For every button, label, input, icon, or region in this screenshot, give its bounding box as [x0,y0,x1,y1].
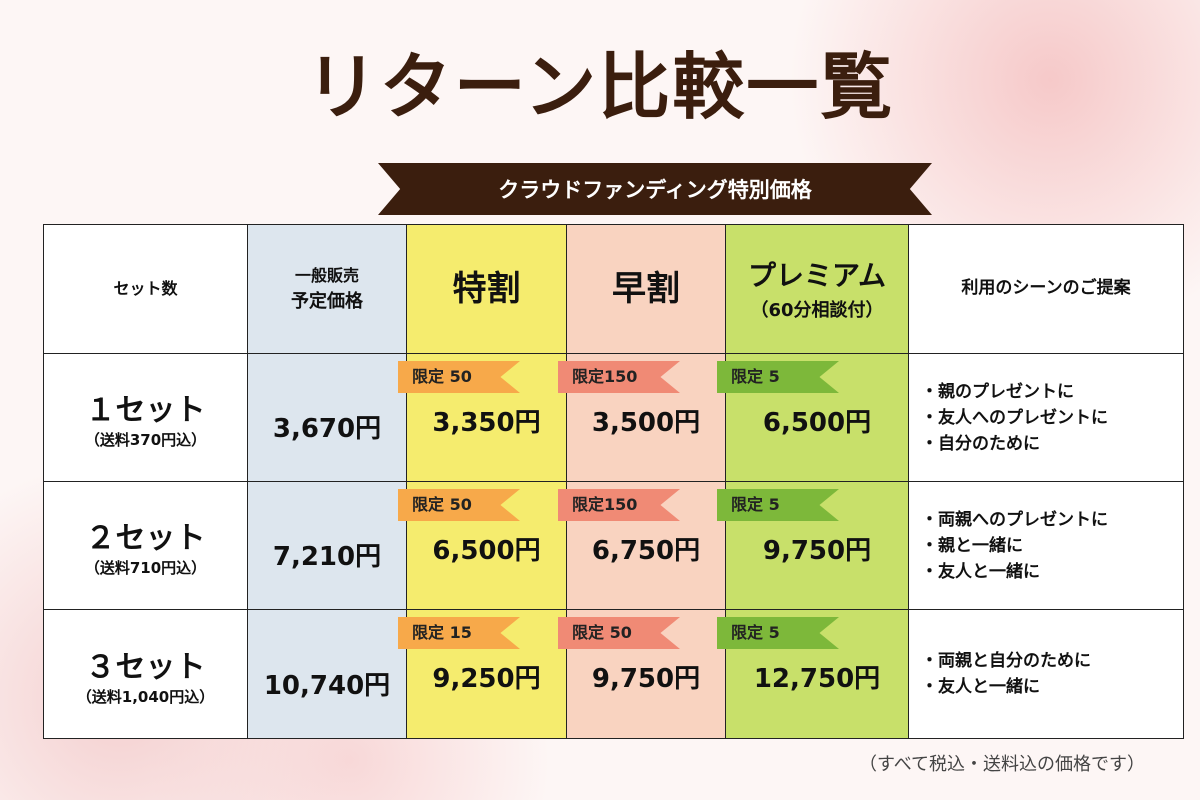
scene-item: ・両親へのプレゼントに [921,509,1108,530]
limit-badge: 限定150 [558,489,680,521]
header-text: 一般販売 [294,265,359,285]
offer-price: 6,750円 [591,536,701,566]
header-cell: 利用のシーンのご提案 [908,224,1184,354]
banner: クラウドファンディング特別価格 [378,163,932,215]
limit-badge: 限定 15 [398,617,520,649]
regular-price: 10,740円 [263,670,391,701]
regular-price-cell: 10,740円 [247,609,407,739]
set-cell: ３セット （送料1,040円込） [43,609,248,739]
set-name: ２セット [85,521,206,556]
scene-item: ・親と一緒に [921,535,1023,556]
scene-item: ・友人と一緒に [921,561,1040,582]
limit-badge: 限定 5 [717,489,839,521]
header-text: （60分相談付） [750,299,884,321]
limit-badge: 限定150 [558,361,680,393]
offer-price: 6,500円 [762,408,872,438]
offer-price: 9,250円 [432,664,541,694]
set-cell: １セット （送料370円込） [43,353,248,482]
header-text: プレミアム [747,258,887,292]
limit-badge: 限定 50 [558,617,680,649]
header-text: 早割 [612,268,680,309]
shipping-note: （送料710円込） [84,559,207,577]
header-cell: 早割 [566,224,726,354]
header-cell: 特割 [406,224,567,354]
scene-item: ・友人と一緒に [921,677,1040,697]
scene-item: ・自分のために [921,433,1040,454]
header-cell: セット数 [43,224,248,354]
header-text: 利用のシーンのご提案 [961,278,1131,299]
shipping-note: （送料370円込） [84,431,207,449]
shipping-note: （送料1,040円込） [76,687,215,706]
offer-price: 3,500円 [591,408,701,438]
limit-badge: 限定 50 [398,489,520,521]
limit-badge: 限定 5 [717,361,839,393]
offer-price: 6,500円 [432,536,541,566]
limit-badge: 限定 5 [717,617,839,649]
footer-note: （すべて税込・送料込の価格です） [858,754,1145,775]
set-cell: ２セット （送料710円込） [43,481,248,610]
set-name: ３セット [85,649,206,685]
header-text: 特割 [452,268,521,309]
scenes-cell: ・両親と自分のために ・友人と一緒に [908,609,1184,739]
regular-price-cell: 7,210円 [247,481,407,610]
scenes-cell: ・両親へのプレゼントに ・親と一緒に ・友人と一緒に [908,481,1184,610]
regular-price: 3,670円 [272,414,382,444]
offer-price: 3,350円 [432,408,541,438]
header-text: セット数 [113,279,178,298]
set-name: １セット [85,393,206,428]
scene-item: ・親のプレゼントに [921,381,1074,402]
header-cell: 一般販売 予定価格 [247,224,407,354]
header-text: 予定価格 [291,290,363,312]
offer-price: 12,750円 [753,664,881,694]
scenes-cell: ・親のプレゼントに・友人へのプレゼントに ・自分のために [908,353,1184,482]
scene-item: ・両親と自分のために [921,651,1091,671]
header-cell: プレミアム （60分相談付） [725,224,909,354]
offer-price: 9,750円 [762,536,872,566]
regular-price: 7,210円 [272,542,382,572]
limit-badge: 限定 50 [398,361,520,393]
title: リターン比較一覧 [305,45,895,129]
offer-cell: 9,750円 [725,481,909,610]
regular-price-cell: 3,670円 [247,353,407,482]
scene-item: ・友人へのプレゼントに [921,407,1108,428]
offer-price: 9,750円 [591,664,701,694]
